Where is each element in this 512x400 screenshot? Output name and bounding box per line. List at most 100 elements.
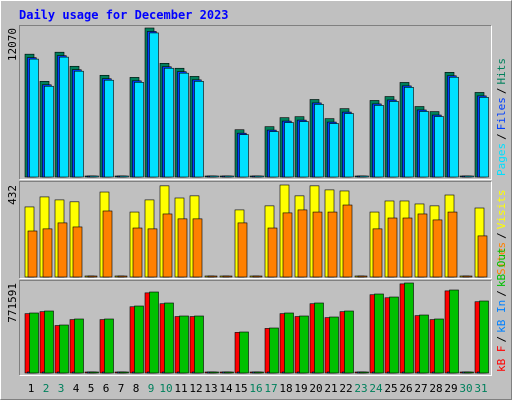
bar [267, 227, 278, 278]
bar [359, 175, 369, 178]
x-tick-label: 5 [88, 382, 95, 395]
x-tick-label: 30 [459, 382, 472, 395]
bar [389, 101, 399, 178]
x-tick-label: 29 [444, 382, 457, 395]
bar [194, 315, 204, 374]
bar [179, 72, 189, 178]
bar [434, 318, 444, 374]
panel-edge-light [19, 280, 492, 376]
bar [269, 131, 279, 178]
bar [104, 318, 114, 374]
x-tick-label: 24 [369, 382, 383, 395]
bar [194, 81, 204, 178]
bar [342, 204, 353, 278]
x-tick-label: 6 [103, 382, 110, 395]
bar [357, 275, 368, 278]
bar [462, 275, 473, 278]
bar [119, 175, 129, 178]
chart-title: Daily usage for December 2023 [19, 8, 229, 22]
bar [417, 213, 428, 278]
bar [297, 209, 308, 278]
bar [464, 175, 474, 178]
x-tick-label: 12 [189, 382, 202, 395]
x-tick-label: 18 [279, 382, 292, 395]
bar [162, 213, 173, 278]
panel-edge-dark [19, 25, 492, 180]
bar [434, 116, 444, 178]
bar [447, 211, 458, 278]
bar [179, 315, 189, 374]
bar [284, 312, 294, 374]
x-tick-label: 15 [234, 382, 247, 395]
bar [209, 371, 219, 374]
panel-edge-light [19, 25, 492, 180]
x-tick-label: 16 [249, 382, 262, 395]
bar [254, 175, 264, 178]
bar [314, 302, 324, 374]
bar [312, 211, 323, 278]
bar [314, 104, 324, 178]
legend-entry: Visits [495, 190, 508, 230]
bar [57, 222, 68, 278]
bar [327, 211, 338, 278]
bar [134, 82, 144, 178]
legend-entry: kB F [495, 346, 508, 373]
bar [29, 58, 39, 178]
bar [149, 32, 159, 178]
bar [252, 275, 263, 278]
x-tick-label: 20 [309, 382, 322, 395]
bar [464, 371, 474, 374]
legend-entry: Files [495, 97, 508, 130]
bar [207, 275, 218, 278]
legend-separator: / [495, 133, 508, 140]
bar [74, 70, 84, 178]
bar [147, 228, 158, 278]
bar [209, 175, 219, 178]
bar [374, 293, 384, 374]
bar [224, 371, 234, 374]
legend-separator: / [495, 232, 508, 239]
x-tick-label: 3 [58, 382, 65, 395]
legend-separator: / [495, 88, 508, 95]
bar [102, 210, 113, 278]
legend-separator: / [495, 290, 508, 297]
bar [284, 122, 294, 178]
x-tick-label: 1 [28, 382, 35, 395]
x-tick-label: 8 [133, 382, 140, 395]
bar [389, 296, 399, 374]
bar [419, 314, 429, 374]
y-tick-label: 771591 [6, 283, 19, 323]
bar [222, 275, 233, 278]
panel-edge-dark [19, 181, 492, 279]
bar [89, 371, 99, 374]
bar [374, 105, 384, 178]
bar [282, 212, 293, 278]
bar [432, 219, 443, 278]
legend-separator: / [495, 336, 508, 343]
bar [44, 310, 54, 374]
bar [299, 121, 309, 178]
bar [192, 218, 203, 278]
bar [149, 291, 159, 374]
x-tick-label: 17 [264, 382, 277, 395]
bar [177, 218, 188, 278]
x-tick-label: 10 [159, 382, 172, 395]
bar [404, 87, 414, 178]
bar [59, 56, 69, 178]
bar [237, 222, 248, 278]
bar [449, 76, 459, 178]
legend-entry: kB Out [495, 247, 508, 287]
legend: Sites / Visits [495, 190, 508, 276]
x-tick-label: 4 [73, 382, 80, 395]
bar [387, 217, 398, 278]
x-tick-label: 25 [384, 382, 397, 395]
x-tick-label: 9 [148, 382, 155, 395]
bar [132, 227, 143, 278]
bar [89, 175, 99, 178]
bar [44, 85, 54, 178]
x-tick-label: 21 [324, 382, 337, 395]
bar [479, 97, 489, 178]
bar [449, 289, 459, 374]
x-tick-label: 26 [399, 382, 412, 395]
